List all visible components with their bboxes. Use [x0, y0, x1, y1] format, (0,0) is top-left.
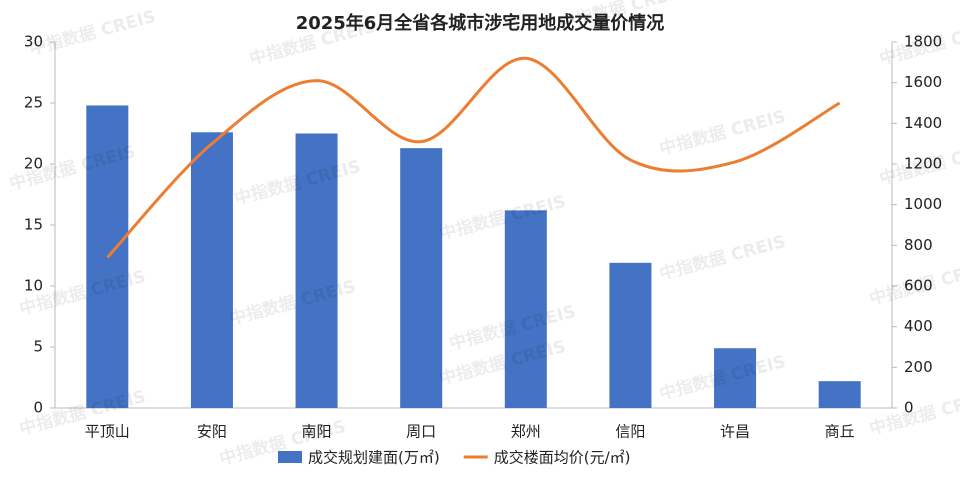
bar: [609, 262, 652, 408]
watermark: 中指数据 CREIS: [877, 16, 960, 70]
watermark: 中指数据 CREIS: [867, 386, 960, 440]
x-tick-label: 信阳: [615, 423, 645, 441]
y-tick-label: 10: [24, 277, 43, 295]
y2-tick-label: 1400: [904, 114, 942, 132]
watermark: 中指数据 CREIS: [227, 276, 358, 330]
x-tick-label: 南阳: [302, 423, 332, 441]
line: [106, 56, 841, 259]
watermark: 中指数据 CREIS: [27, 6, 158, 60]
y-tick-label: 30: [24, 33, 43, 51]
x-tick-label: 郑州: [511, 423, 541, 441]
bar: [400, 148, 443, 408]
x-tick-label: 许昌: [720, 423, 750, 441]
y2-tick-label: 1600: [904, 73, 942, 91]
y2-tick-label: 800: [904, 236, 933, 254]
bar: [190, 132, 233, 408]
x-tick-label: 安阳: [197, 423, 227, 441]
y-tick-label: 25: [24, 94, 43, 112]
y-tick-label: 5: [33, 338, 43, 356]
y2-tick-label: 600: [904, 277, 933, 295]
y-tick-label: 15: [24, 216, 43, 234]
bar: [714, 348, 757, 408]
bar: [818, 381, 861, 408]
y-tick-label: 0: [33, 399, 43, 417]
bar: [295, 133, 338, 408]
legend-label: 成交楼面均价(元/㎡): [494, 449, 631, 467]
bar: [504, 210, 547, 408]
x-tick-label: 周口: [406, 423, 436, 441]
y2-tick-label: 200: [904, 358, 933, 376]
watermark: 中指数据 CREIS: [877, 136, 960, 190]
watermark: 中指数据 CREIS: [657, 106, 788, 160]
y-tick-label: 20: [24, 155, 43, 173]
watermark: 中指数据 CREIS: [867, 256, 960, 310]
y2-tick-label: 0: [904, 399, 914, 417]
x-tick-label: 商丘: [825, 423, 855, 441]
y2-tick-label: 1200: [904, 155, 942, 173]
legend-label: 成交规划建面(万㎡): [308, 449, 440, 467]
legend-swatch: [278, 451, 302, 463]
y2-tick-label: 1000: [904, 195, 942, 213]
watermark: 中指数据 CREIS: [437, 191, 568, 245]
y2-tick-label: 1800: [904, 33, 942, 51]
title: 2025年6月全省各城市涉宅用地成交量价情况: [296, 12, 665, 34]
watermark: 中指数据 CREIS: [657, 231, 788, 285]
y2-tick-label: 400: [904, 317, 933, 335]
x-tick-label: 平顶山: [85, 423, 130, 441]
